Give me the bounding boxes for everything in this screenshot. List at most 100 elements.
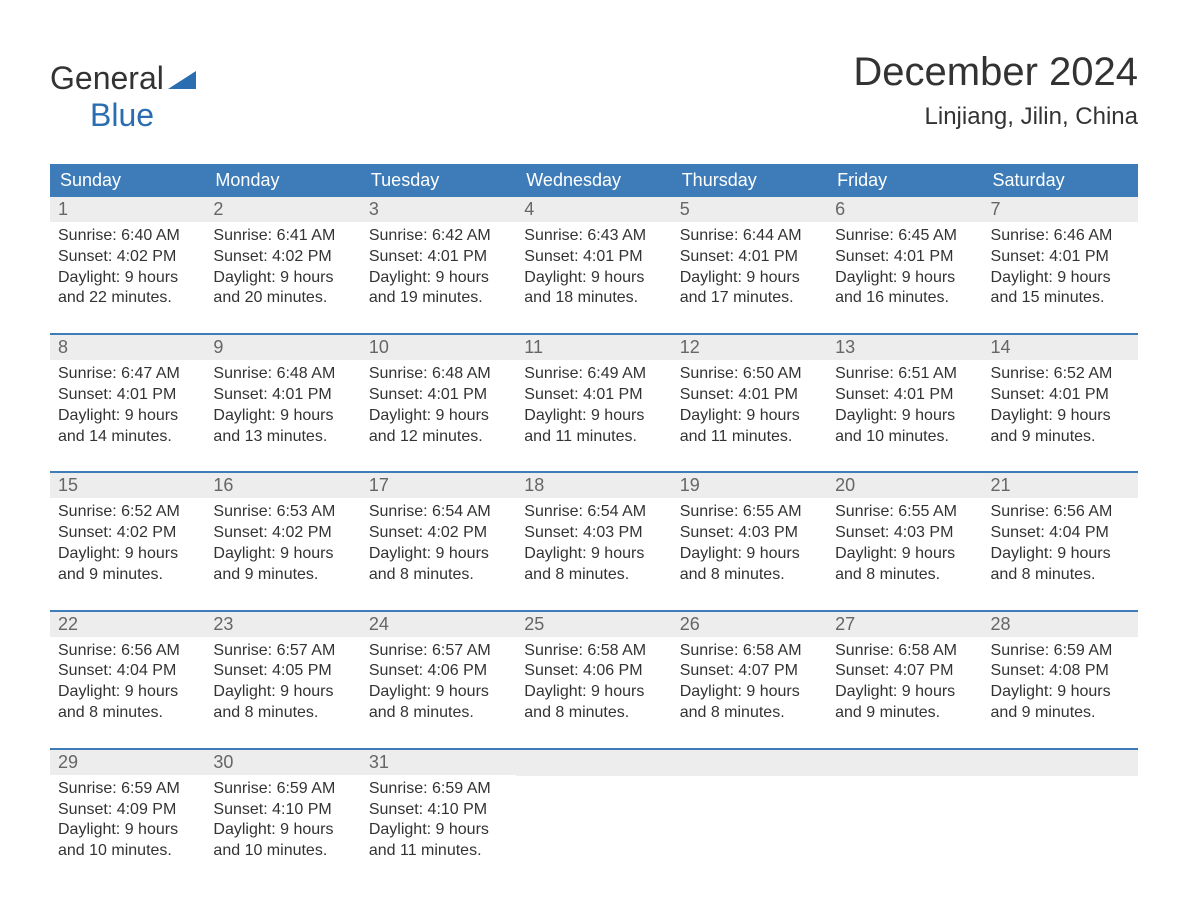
sunrise-text: Sunrise: 6:54 AM: [524, 502, 663, 523]
sunrise-text: Sunrise: 6:50 AM: [680, 364, 819, 385]
sunrise-text: Sunrise: 6:58 AM: [524, 641, 663, 662]
day-cell: 6Sunrise: 6:45 AMSunset: 4:01 PMDaylight…: [827, 197, 982, 313]
sunrise-text: Sunrise: 6:48 AM: [213, 364, 352, 385]
sunrise-text: Sunrise: 6:59 AM: [369, 779, 508, 800]
day-cell: 27Sunrise: 6:58 AMSunset: 4:07 PMDayligh…: [827, 612, 982, 728]
day-cell: 30Sunrise: 6:59 AMSunset: 4:10 PMDayligh…: [205, 750, 360, 866]
sunset-text: Sunset: 4:01 PM: [213, 385, 352, 406]
sunset-text: Sunset: 4:03 PM: [835, 523, 974, 544]
dayheader-saturday: Saturday: [983, 164, 1138, 197]
sunrise-text: Sunrise: 6:46 AM: [991, 226, 1130, 247]
daylight-line2: and 13 minutes.: [213, 427, 352, 448]
daylight-line1: Daylight: 9 hours: [991, 682, 1130, 703]
sunset-text: Sunset: 4:06 PM: [369, 661, 508, 682]
day-content: Sunrise: 6:56 AMSunset: 4:04 PMDaylight:…: [983, 498, 1138, 589]
daylight-line2: and 8 minutes.: [58, 703, 197, 724]
sunrise-text: Sunrise: 6:42 AM: [369, 226, 508, 247]
daylight-line1: Daylight: 9 hours: [213, 268, 352, 289]
daylight-line2: and 8 minutes.: [369, 565, 508, 586]
logo-triangle-icon: [168, 60, 196, 97]
daylight-line2: and 8 minutes.: [680, 565, 819, 586]
day-content: Sunrise: 6:40 AMSunset: 4:02 PMDaylight:…: [50, 222, 205, 313]
day-cell: 19Sunrise: 6:55 AMSunset: 4:03 PMDayligh…: [672, 473, 827, 589]
daylight-line2: and 9 minutes.: [835, 703, 974, 724]
sunset-text: Sunset: 4:07 PM: [680, 661, 819, 682]
sunset-text: Sunset: 4:04 PM: [58, 661, 197, 682]
dayheader-tuesday: Tuesday: [361, 164, 516, 197]
daylight-line2: and 12 minutes.: [369, 427, 508, 448]
dayheader-thursday: Thursday: [672, 164, 827, 197]
location-label: Linjiang, Jilin, China: [853, 103, 1138, 131]
daylight-line1: Daylight: 9 hours: [524, 268, 663, 289]
month-title: December 2024: [853, 50, 1138, 95]
day-number: 24: [361, 612, 516, 637]
page-header: General Blue December 2024 Linjiang, Jil…: [50, 50, 1138, 134]
day-content: Sunrise: 6:58 AMSunset: 4:07 PMDaylight:…: [827, 637, 982, 728]
day-cell: 23Sunrise: 6:57 AMSunset: 4:05 PMDayligh…: [205, 612, 360, 728]
daylight-line2: and 9 minutes.: [213, 565, 352, 586]
day-number: 13: [827, 335, 982, 360]
daylight-line2: and 11 minutes.: [369, 841, 508, 862]
dayheader-sunday: Sunday: [50, 164, 205, 197]
day-cell: 12Sunrise: 6:50 AMSunset: 4:01 PMDayligh…: [672, 335, 827, 451]
daylight-line2: and 8 minutes.: [524, 703, 663, 724]
daylight-line1: Daylight: 9 hours: [991, 544, 1130, 565]
sunset-text: Sunset: 4:06 PM: [524, 661, 663, 682]
day-number: 31: [361, 750, 516, 775]
day-cell: 1Sunrise: 6:40 AMSunset: 4:02 PMDaylight…: [50, 197, 205, 313]
day-cell: 4Sunrise: 6:43 AMSunset: 4:01 PMDaylight…: [516, 197, 671, 313]
day-number: 14: [983, 335, 1138, 360]
sunrise-text: Sunrise: 6:51 AM: [835, 364, 974, 385]
daylight-line1: Daylight: 9 hours: [213, 682, 352, 703]
sunrise-text: Sunrise: 6:59 AM: [213, 779, 352, 800]
sunrise-text: Sunrise: 6:43 AM: [524, 226, 663, 247]
daylight-line1: Daylight: 9 hours: [835, 544, 974, 565]
sunrise-text: Sunrise: 6:55 AM: [835, 502, 974, 523]
daylight-line2: and 8 minutes.: [991, 565, 1130, 586]
daylight-line1: Daylight: 9 hours: [58, 268, 197, 289]
sunset-text: Sunset: 4:01 PM: [524, 385, 663, 406]
logo: General Blue: [50, 60, 196, 134]
day-content: Sunrise: 6:59 AMSunset: 4:10 PMDaylight:…: [205, 775, 360, 866]
day-number: 25: [516, 612, 671, 637]
sunrise-text: Sunrise: 6:56 AM: [991, 502, 1130, 523]
sunrise-text: Sunrise: 6:59 AM: [991, 641, 1130, 662]
sunrise-text: Sunrise: 6:53 AM: [213, 502, 352, 523]
day-content: Sunrise: 6:59 AMSunset: 4:10 PMDaylight:…: [361, 775, 516, 866]
daylight-line2: and 11 minutes.: [680, 427, 819, 448]
daylight-line1: Daylight: 9 hours: [524, 406, 663, 427]
daylight-line2: and 9 minutes.: [991, 703, 1130, 724]
sunset-text: Sunset: 4:08 PM: [991, 661, 1130, 682]
daylight-line1: Daylight: 9 hours: [369, 682, 508, 703]
sunrise-text: Sunrise: 6:57 AM: [369, 641, 508, 662]
day-content: Sunrise: 6:48 AMSunset: 4:01 PMDaylight:…: [361, 360, 516, 451]
day-cell: 26Sunrise: 6:58 AMSunset: 4:07 PMDayligh…: [672, 612, 827, 728]
day-number: 10: [361, 335, 516, 360]
week-row: 1Sunrise: 6:40 AMSunset: 4:02 PMDaylight…: [50, 197, 1138, 313]
day-cell: 14Sunrise: 6:52 AMSunset: 4:01 PMDayligh…: [983, 335, 1138, 451]
daylight-line1: Daylight: 9 hours: [524, 682, 663, 703]
sunrise-text: Sunrise: 6:58 AM: [835, 641, 974, 662]
daylight-line2: and 19 minutes.: [369, 288, 508, 309]
daylight-line2: and 8 minutes.: [835, 565, 974, 586]
sunset-text: Sunset: 4:01 PM: [835, 385, 974, 406]
daylight-line2: and 10 minutes.: [58, 841, 197, 862]
day-cell: 11Sunrise: 6:49 AMSunset: 4:01 PMDayligh…: [516, 335, 671, 451]
day-cell: 9Sunrise: 6:48 AMSunset: 4:01 PMDaylight…: [205, 335, 360, 451]
calendar: Sunday Monday Tuesday Wednesday Thursday…: [50, 164, 1138, 866]
day-number: 20: [827, 473, 982, 498]
day-cell: 17Sunrise: 6:54 AMSunset: 4:02 PMDayligh…: [361, 473, 516, 589]
day-content: Sunrise: 6:52 AMSunset: 4:01 PMDaylight:…: [983, 360, 1138, 451]
title-block: December 2024 Linjiang, Jilin, China: [853, 50, 1138, 131]
day-content: Sunrise: 6:46 AMSunset: 4:01 PMDaylight:…: [983, 222, 1138, 313]
daylight-line1: Daylight: 9 hours: [369, 820, 508, 841]
day-content: Sunrise: 6:59 AMSunset: 4:08 PMDaylight:…: [983, 637, 1138, 728]
dayheader-friday: Friday: [827, 164, 982, 197]
day-cell: 29Sunrise: 6:59 AMSunset: 4:09 PMDayligh…: [50, 750, 205, 866]
day-cell: 22Sunrise: 6:56 AMSunset: 4:04 PMDayligh…: [50, 612, 205, 728]
day-content: Sunrise: 6:50 AMSunset: 4:01 PMDaylight:…: [672, 360, 827, 451]
day-number: 4: [516, 197, 671, 222]
day-cell: 16Sunrise: 6:53 AMSunset: 4:02 PMDayligh…: [205, 473, 360, 589]
day-number: 19: [672, 473, 827, 498]
sunset-text: Sunset: 4:10 PM: [369, 800, 508, 821]
